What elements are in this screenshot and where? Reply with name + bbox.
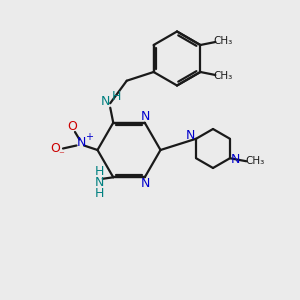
Text: H: H	[112, 90, 122, 103]
Text: O: O	[51, 142, 60, 155]
Text: CH₃: CH₃	[245, 156, 264, 166]
Text: CH₃: CH₃	[213, 71, 232, 82]
Text: H: H	[94, 165, 104, 178]
Text: CH₃: CH₃	[213, 35, 232, 46]
Text: N: N	[76, 136, 86, 149]
Text: N: N	[141, 177, 150, 190]
Text: N: N	[94, 176, 104, 189]
Text: N: N	[231, 153, 241, 166]
Text: N: N	[141, 110, 150, 123]
Text: H: H	[94, 187, 104, 200]
Text: N: N	[101, 95, 110, 108]
Text: O: O	[67, 119, 77, 133]
Text: ⁻: ⁻	[58, 150, 64, 160]
Text: +: +	[85, 131, 93, 142]
Text: N: N	[185, 129, 195, 142]
